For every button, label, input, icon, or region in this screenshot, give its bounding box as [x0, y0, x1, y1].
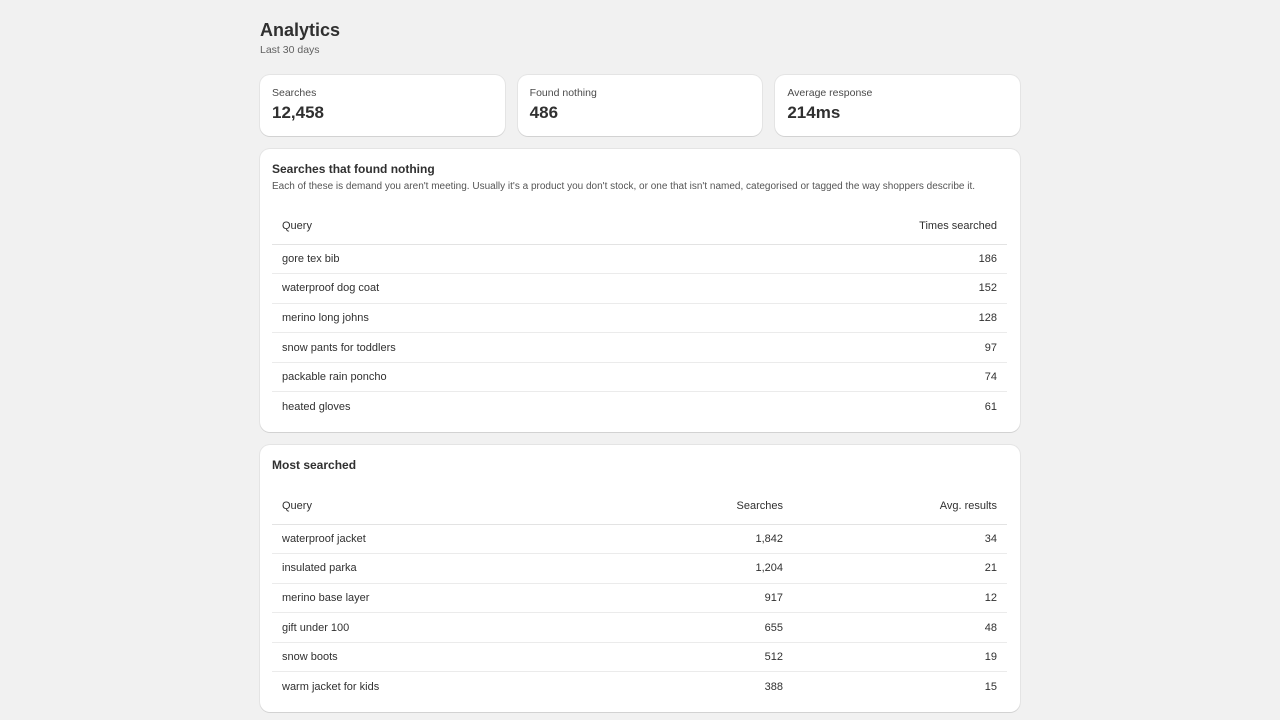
avg-results-cell: 21 — [793, 553, 1007, 584]
table-row: merino base layer 917 12 — [272, 583, 1007, 614]
date-range-label: Last 30 days — [260, 44, 320, 56]
stat-label: Searches — [272, 87, 317, 99]
searches-cell: 512 — [673, 642, 793, 673]
stat-label: Found nothing — [529, 87, 597, 99]
card-title: Most searched — [272, 458, 357, 472]
query-cell: snow boots — [272, 642, 673, 673]
searches-cell: 1,204 — [673, 553, 793, 584]
stat-card-found-nothing: Found nothing 486 — [517, 75, 763, 136]
page-title: Analytics — [260, 20, 341, 40]
times-searched-cell: 97 — [696, 332, 1007, 363]
table-header-row: Query Times searched — [272, 209, 1007, 245]
found-nothing-card: Searches that found nothing Each of thes… — [260, 149, 1020, 432]
searches-cell: 917 — [673, 583, 793, 614]
query-cell: snow pants for toddlers — [272, 332, 697, 363]
stat-value: 486 — [529, 103, 559, 122]
table-row: gore tex bib 186 — [272, 244, 1007, 275]
stat-card-average-response: Average response 214ms — [775, 75, 1021, 136]
page-header: Analytics Last 30 days — [260, 0, 1020, 75]
table-row: packable rain poncho 74 — [272, 362, 1007, 393]
card-title: Searches that found nothing — [272, 162, 435, 176]
times-searched-cell: 61 — [984, 401, 997, 414]
found-nothing-table: Query Times searched gore tex bib 186 wate… — [272, 209, 1007, 422]
query-cell: merino long johns — [272, 303, 697, 334]
most-searched-table: Query Searches Avg. results waterproof j… — [272, 489, 1007, 702]
stats-row: Searches 12,458 Found nothing 486 Averag… — [260, 75, 1021, 136]
query-cell: gore tex bib — [272, 244, 697, 275]
avg-results-cell: 19 — [793, 642, 1007, 673]
times-searched-cell: 128 — [696, 303, 1007, 334]
searches-cell: 1,842 — [673, 524, 793, 555]
query-cell: waterproof jacket — [272, 524, 673, 555]
searches-cell: 388 — [764, 681, 783, 694]
most-searched-card: Most searched Query Searches Avg. result… — [260, 445, 1020, 712]
table-row: snow pants for toddlers 97 — [272, 332, 1007, 363]
query-cell: insulated parka — [272, 553, 673, 584]
table-row: gift under 100 655 48 — [272, 612, 1007, 643]
column-header-query: Query — [272, 209, 697, 245]
avg-results-cell: 15 — [984, 681, 997, 694]
table-row: waterproof jacket 1,842 34 — [272, 524, 1007, 555]
query-cell: gift under 100 — [272, 612, 673, 643]
query-cell: packable rain poncho — [272, 362, 697, 393]
card-description: Each of these is demand you aren't meeti… — [272, 181, 976, 192]
query-cell: waterproof dog coat — [272, 273, 697, 304]
query-cell: warm jacket for kids — [282, 681, 380, 694]
stat-value: 214ms — [787, 103, 841, 122]
table-row: snow boots 512 19 — [272, 642, 1007, 673]
column-header-avg-results: Avg. results — [793, 489, 1007, 525]
table-row: heated gloves 61 — [272, 392, 1007, 422]
times-searched-cell: 152 — [696, 273, 1007, 304]
column-header-query: Query — [272, 489, 673, 525]
avg-results-cell: 34 — [793, 524, 1007, 555]
stat-label: Average response — [787, 87, 873, 99]
times-searched-cell: 74 — [696, 362, 1007, 393]
table-row: warm jacket for kids 388 15 — [272, 672, 1007, 702]
searches-cell: 655 — [673, 612, 793, 643]
avg-results-cell: 48 — [793, 612, 1007, 643]
table-row: insulated parka 1,204 21 — [272, 553, 1007, 584]
times-searched-cell: 186 — [696, 244, 1007, 275]
analytics-page: Analytics Last 30 days Searches 12,458 F… — [260, 0, 1021, 712]
stat-value: 12,458 — [272, 103, 324, 122]
table-row: waterproof dog coat 152 — [272, 273, 1007, 304]
query-cell: heated gloves — [282, 401, 351, 414]
avg-results-cell: 12 — [793, 583, 1007, 614]
table-header-row: Query Searches Avg. results — [272, 489, 1007, 525]
column-header-searches: Searches — [673, 489, 793, 525]
query-cell: merino base layer — [272, 583, 673, 614]
stat-card-searches: Searches 12,458 — [260, 75, 505, 136]
column-header-times-searched: Times searched — [696, 209, 1007, 245]
table-row: merino long johns 128 — [272, 303, 1007, 334]
